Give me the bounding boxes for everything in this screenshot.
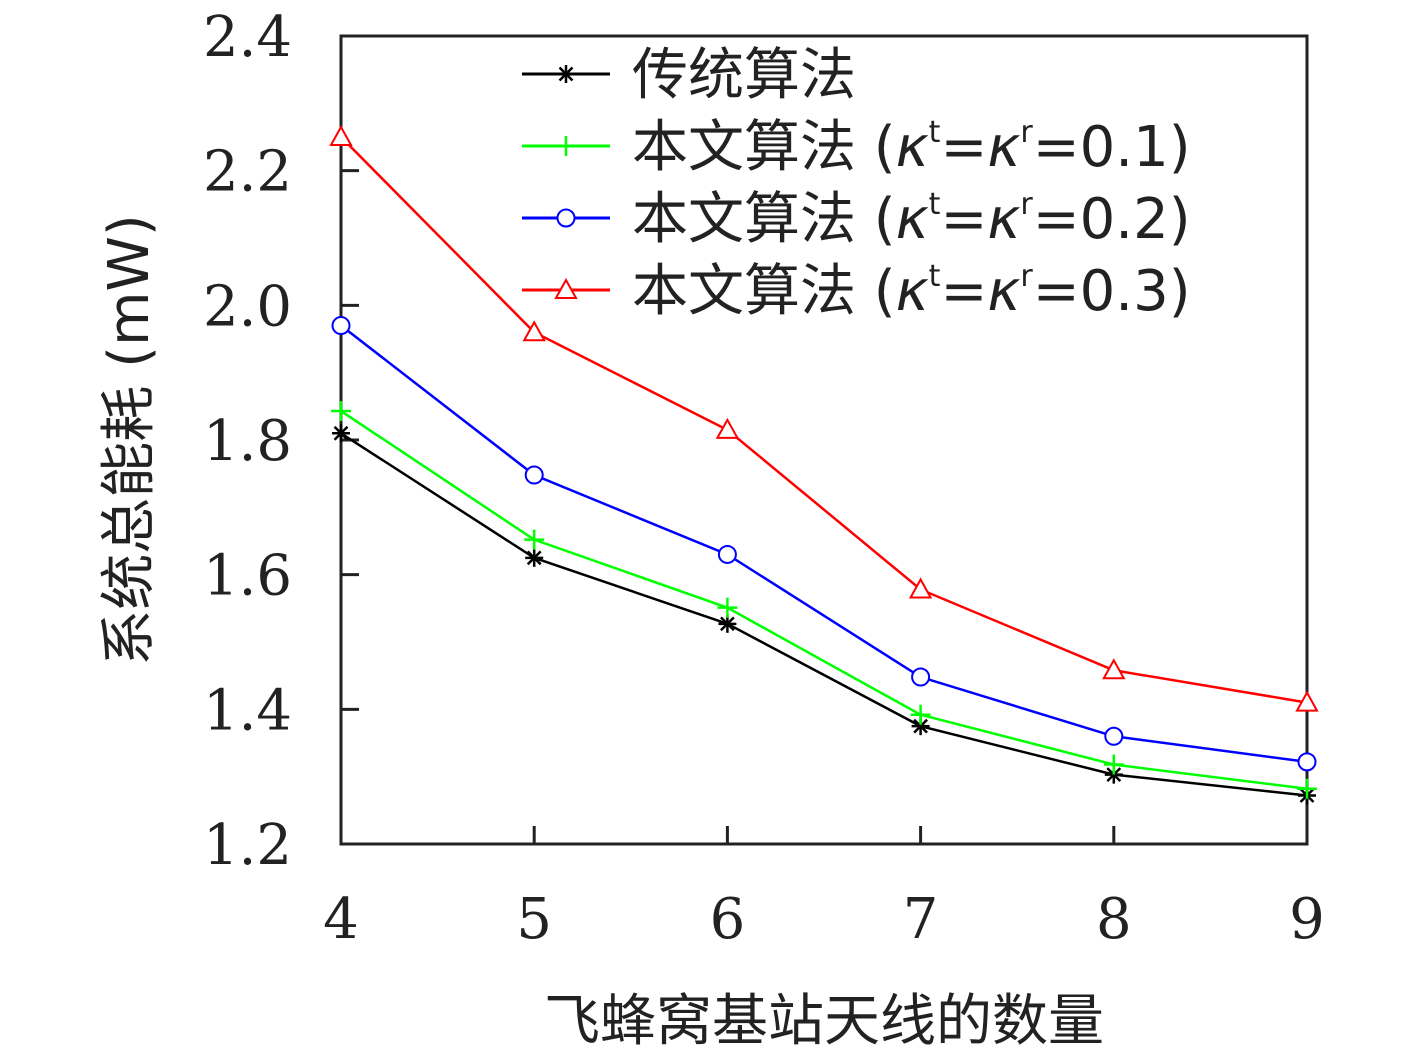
data-point [908,577,933,599]
data-point [524,529,545,550]
series-line [340,410,1308,791]
y-tick-label: 2.0 [203,274,292,339]
x-tick-label: 8 [1096,887,1132,952]
data-point [715,417,740,439]
series-1 [331,401,1317,799]
data-point [332,424,350,443]
legend-marker-symbol [554,277,578,299]
y-tick-label: 1.6 [203,544,292,609]
data-point [1295,690,1319,712]
legend-label-2: 本文算法 (κt=κr=0.2) [632,187,1191,252]
legend-marker-3 [554,277,578,299]
legend-label-0: 传统算法 [632,43,856,108]
y-tick-label: 2.4 [203,5,292,70]
data-point [524,465,544,485]
data-point [1102,658,1126,680]
series-2 [331,316,1317,772]
legend: 传统算法 本文算法 (κt=κr=0.1) 本文算法 (κt=κr=0.2) 本… [522,43,1191,324]
data-point [911,667,931,687]
legend-label-3: 本文算法 (κt=κr=0.3) [632,259,1191,324]
legend-label-1: 本文算法 (κt=κr=0.1) [632,115,1191,180]
legend-marker-0 [557,65,575,83]
legend-marker-1 [556,136,576,156]
series-line [340,136,1308,704]
y-axis-label: 系统总能耗 (mW) [97,214,162,665]
x-axis-ticks: 4 5 6 7 8 9 [323,826,1325,952]
legend-entry-1: 本文算法 (κt=κr=0.1) [522,115,1191,180]
data-point [329,124,353,146]
y-tick-label: 1.4 [203,678,292,743]
y-tick-label: 1.2 [203,813,292,878]
data-point [910,704,931,725]
legend-entry-3: 本文算法 (κt=κr=0.3) [522,259,1191,324]
data-point [525,548,544,567]
series-3 [329,124,1319,712]
data-point [522,320,546,342]
data-point [717,597,738,618]
x-tick-label: 4 [323,887,359,952]
series-layer [329,124,1319,805]
x-tick-label: 5 [516,887,552,952]
x-tick-label: 6 [710,887,746,952]
data-point [718,614,737,633]
y-axis-ticks: 1.2 1.4 1.6 1.8 2.0 2.2 2.4 [203,5,359,878]
legend-marker-symbol [556,136,576,156]
data-point [911,717,930,736]
legend-marker-2 [556,208,576,228]
legend-marker-symbol [557,65,575,83]
legend-marker-symbol [556,208,576,228]
legend-entry-2: 本文算法 (κt=κr=0.2) [522,187,1191,252]
series-line [340,432,1308,797]
x-axis-label: 飞蜂窝基站天线的数量 [544,989,1104,1053]
data-point [331,316,351,336]
data-point [1297,778,1317,799]
data-point [1104,726,1124,746]
data-point [717,544,737,564]
data-point [1297,752,1317,772]
x-tick-label: 9 [1289,887,1325,952]
x-tick-label: 7 [903,887,939,952]
data-point [1103,754,1124,775]
legend-entry-0: 传统算法 [522,43,856,108]
y-tick-label: 2.2 [203,140,292,205]
data-point [331,401,351,422]
series-line [340,324,1308,764]
y-tick-label: 1.8 [203,409,292,474]
